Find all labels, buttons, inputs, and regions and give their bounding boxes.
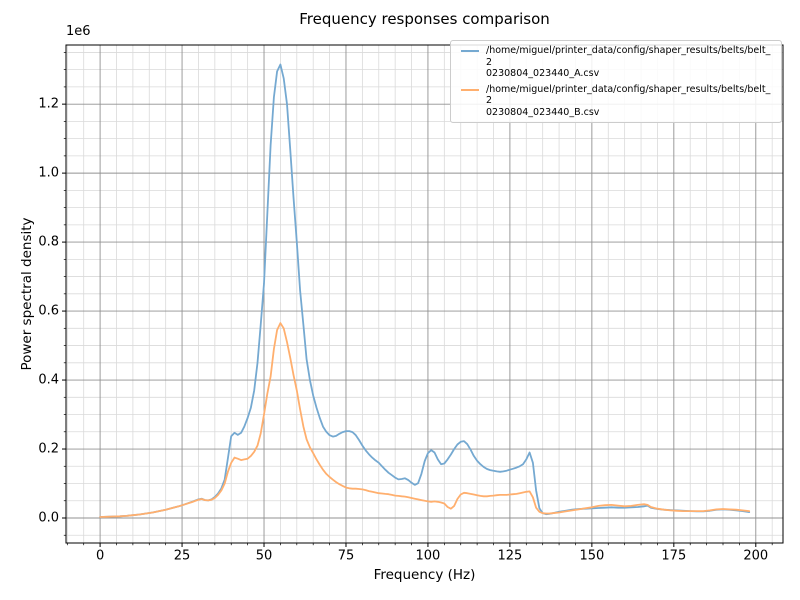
legend-entry-series-a: /home/miguel/printer_data/config/shaper_…: [457, 45, 775, 80]
legend-label-series-a: /home/miguel/printer_data/config/shaper_…: [486, 45, 775, 80]
x-tick-label: 0: [96, 548, 104, 563]
y-tick-label: 0.2: [38, 442, 59, 457]
x-tick-label: 125: [497, 548, 522, 563]
legend-line-sample-b: [461, 88, 479, 91]
x-tick-label: 75: [338, 548, 355, 563]
y-tick-label: 0.8: [38, 235, 59, 250]
x-tick-label: 50: [256, 548, 273, 563]
y-tick-label: 1.0: [38, 166, 59, 181]
legend: /home/miguel/printer_data/config/shaper_…: [450, 40, 782, 124]
y-tick-label: 0.6: [38, 304, 59, 319]
y-axis-offset-label: 1e6: [66, 24, 91, 39]
chart-title: Frequency responses comparison: [299, 10, 550, 28]
legend-label-series-b: /home/miguel/printer_data/config/shaper_…: [486, 84, 775, 119]
y-tick-label: 0.4: [38, 373, 59, 388]
y-tick-label: 1.2: [38, 97, 59, 112]
legend-entry-series-b: /home/miguel/printer_data/config/shaper_…: [457, 84, 775, 119]
legend-label-a-line1: /home/miguel/printer_data/config/shaper_…: [486, 45, 771, 68]
x-tick-label: 175: [661, 548, 686, 563]
legend-line-sample-a: [461, 50, 479, 52]
x-tick-label: 100: [416, 548, 441, 563]
x-tick-label: 25: [174, 548, 191, 563]
y-axis-label: Power spectral density: [19, 217, 35, 371]
x-tick-label: 200: [743, 548, 768, 563]
x-tick-label: 150: [579, 548, 604, 563]
x-axis-label: Frequency (Hz): [373, 567, 476, 583]
legend-label-b-line1: /home/miguel/printer_data/config/shaper_…: [486, 83, 771, 107]
legend-label-a-line2: 0230804_023440_A.csv: [486, 68, 600, 80]
y-tick-label: 0.0: [38, 510, 59, 525]
legend-label-b-line2: 0230804_023440_B.csv: [486, 106, 600, 118]
